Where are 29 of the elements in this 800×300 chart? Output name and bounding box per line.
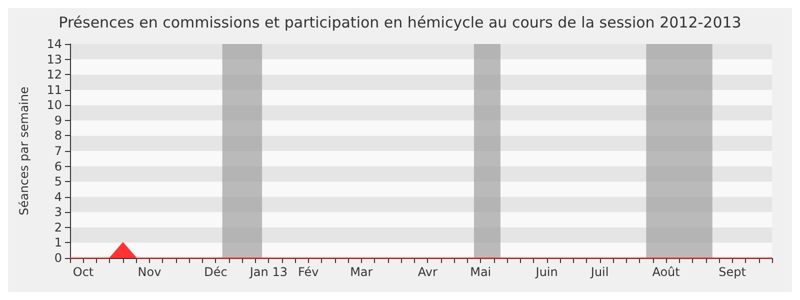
y-tick-label: 4: [54, 190, 62, 204]
y-tick-label: 11: [46, 82, 62, 97]
x-tick-label: Sept: [718, 265, 746, 279]
x-tick-label: Déc: [204, 265, 228, 279]
y-axis-title: Séances par semaine: [17, 86, 31, 216]
x-tick-label: Avr: [418, 265, 438, 279]
y-tick-label: 7: [54, 144, 62, 158]
y-tick-label: 13: [46, 52, 62, 66]
y-tick-label: 12: [46, 68, 62, 82]
y-tick-label: 1: [54, 236, 62, 250]
chart-title: Présences en commissions et participation en hémicycle au cours de la session 2012-2013: [58, 14, 742, 32]
x-tick-label: Juil: [590, 265, 609, 279]
x-tick-label: Jan 13: [248, 265, 288, 279]
x-tick-label: Mar: [350, 265, 373, 279]
x-tick-label: Juin: [534, 265, 558, 279]
x-tick-label: Nov: [138, 265, 162, 279]
x-tick-label: Fév: [298, 265, 319, 279]
y-tick-label: 8: [54, 128, 62, 143]
y-tick-label: 9: [54, 113, 62, 128]
x-tick-label: Août: [652, 265, 680, 279]
y-tick-label: 2: [54, 220, 62, 234]
y-tick-label: 10: [46, 98, 62, 112]
y-tick-label: 6: [54, 159, 62, 174]
y-tick-label: 14: [46, 37, 62, 51]
y-tick-label: 0: [54, 251, 62, 265]
y-tick-label: 5: [54, 174, 62, 189]
y-tick-label: 3: [54, 205, 62, 220]
x-tick-label: Mai: [470, 265, 492, 279]
x-tick-label: Oct: [72, 265, 94, 279]
